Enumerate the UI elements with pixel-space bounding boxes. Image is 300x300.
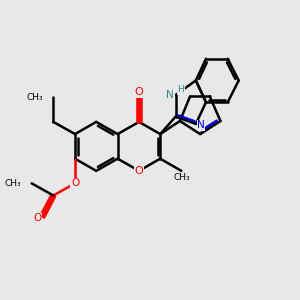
Text: O: O	[71, 178, 79, 188]
Text: CH₃: CH₃	[5, 179, 22, 188]
Text: O: O	[135, 87, 143, 97]
Text: N: N	[167, 90, 174, 100]
Text: N: N	[197, 120, 205, 130]
Text: CH₃: CH₃	[27, 93, 43, 102]
Text: O: O	[33, 213, 41, 223]
Text: CH₃: CH₃	[173, 173, 190, 182]
Text: O: O	[135, 166, 143, 176]
Text: H: H	[177, 85, 184, 94]
